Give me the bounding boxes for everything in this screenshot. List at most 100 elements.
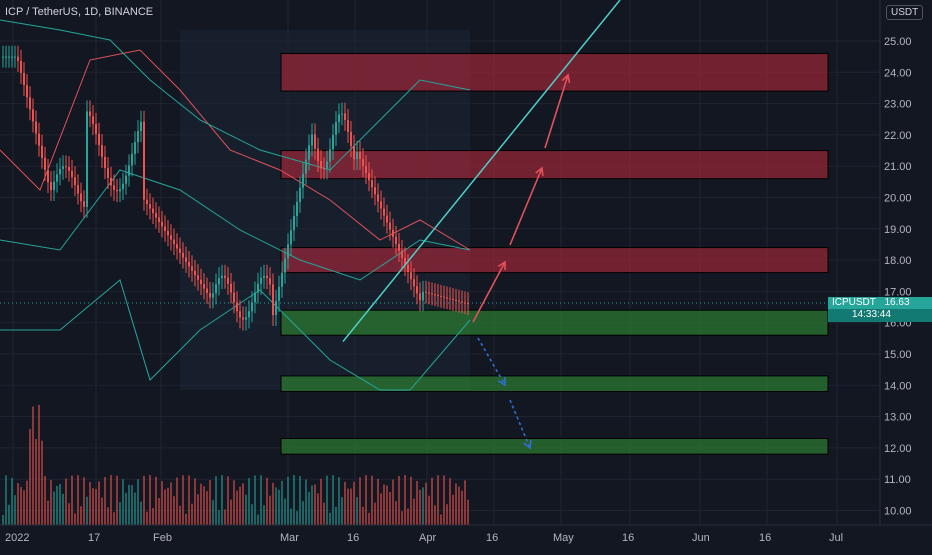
candle-body [80,193,82,202]
candle-body [188,261,190,267]
candle-body [44,157,46,170]
volume-bar [380,493,382,525]
candle-body [245,317,247,320]
volume-bar [287,476,289,525]
candle-body [11,56,13,58]
candle-body [335,122,337,135]
candle-body [179,248,181,254]
volume-bar [146,511,148,525]
candle-body [113,185,115,190]
candle-body [230,283,232,293]
candle-body [248,311,250,318]
volume-bar [311,485,313,525]
candle-body [374,187,376,195]
y-tick-label: 15.00 [884,349,912,361]
volume-bar [302,501,304,525]
volume-bar [80,506,82,525]
projection-down-arrow [509,399,531,449]
volume-bar [305,479,307,525]
y-tick-label: 17.00 [884,286,912,298]
candle-body [170,235,172,240]
candle-body [347,119,349,132]
volume-bar [197,494,199,525]
candle-body [377,194,379,202]
y-tick-label: 14.00 [884,380,912,392]
candle-body [107,168,109,178]
candle-body [158,217,160,222]
x-tick-label: Apr [419,532,436,544]
volume-bar [71,475,73,525]
projection-down-arrow-head [497,376,506,387]
projection-up-arrow [544,74,569,149]
volume-bar [341,497,343,525]
candle-body [287,244,289,259]
volume-bar [344,481,346,525]
candle-body [398,243,400,251]
x-tick-label: Jun [692,532,710,544]
currency-button[interactable]: USDT [886,5,924,20]
volume-bar [362,506,364,525]
volume-bar [374,502,376,525]
candle-body [311,134,313,146]
candle-body [152,208,154,214]
volume-bar [119,502,121,525]
y-tick-label: 25.00 [884,36,912,48]
volume-bar [167,487,169,525]
candle-body [380,201,382,209]
candle-body [110,177,112,186]
candle-body [359,151,361,160]
candle-body [95,123,97,134]
x-tick-label: May [553,532,574,544]
candle-body [125,175,127,184]
volume-bar [53,491,55,525]
candle-body [155,213,157,218]
volume-bar [425,482,427,525]
candle-body [356,151,358,160]
candle-body [386,215,388,223]
volume-bar [158,498,160,525]
candle-body [89,111,91,117]
y-tick-label: 22.00 [884,130,912,142]
x-tick-label: 2022 [5,532,29,544]
volume-bar [278,489,280,525]
candle-body [98,133,100,146]
y-tick-label: 21.00 [884,161,912,173]
volume-bar [170,482,172,525]
candle-body [140,121,142,132]
volume-bar [200,483,202,525]
volume-bar [23,490,25,525]
price-tag-value: 16.63 [884,297,910,308]
candle-body [425,291,427,293]
volume-bar [428,495,430,525]
volume-bar [173,496,175,525]
volume-bar [185,513,187,525]
volume-bar [314,484,316,525]
candle-body [320,161,322,169]
candle-body [185,257,187,262]
volume-bar [248,478,250,525]
candle-body [266,275,268,279]
candle-body [350,131,352,147]
candle-body [233,292,235,303]
volume-bar [206,491,208,525]
candle-body [353,146,355,160]
candle-body [104,156,106,169]
price-tag: ICPUSDT 16.63 [828,297,932,310]
volume-bar [464,480,466,525]
y-tick-label: 20.00 [884,193,912,205]
candle-body [305,159,307,174]
candle-body [299,187,301,202]
candle-body [278,286,280,301]
candle-body [464,302,466,304]
volume-bar [392,479,394,525]
candle-body [443,296,445,298]
candle-body [449,298,451,300]
volume-bar [242,483,244,525]
volume-bar [110,475,112,525]
x-tick-label: Feb [153,532,172,544]
volume-bar [251,504,253,525]
volume-bar [401,511,403,525]
candle-body [8,56,10,58]
